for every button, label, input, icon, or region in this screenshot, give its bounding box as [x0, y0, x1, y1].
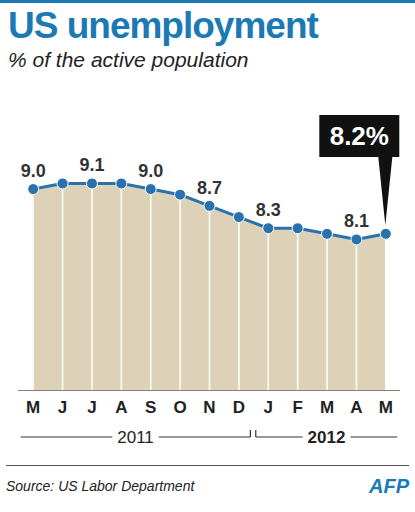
svg-text:2011: 2011 — [117, 428, 154, 447]
svg-text:J: J — [264, 398, 273, 417]
html-text:% of the active population: % of the active population — [8, 48, 249, 71]
svg-text:F: F — [292, 398, 302, 417]
svg-text:2012: 2012 — [308, 428, 346, 447]
svg-text:A: A — [350, 398, 362, 417]
html-text:US unemployment: US unemployment — [8, 5, 318, 46]
svg-text:8.1: 8.1 — [344, 211, 369, 231]
svg-text:O: O — [173, 398, 186, 417]
html-text:AFP: AFP — [369, 474, 409, 497]
svg-text:J: J — [87, 398, 96, 417]
svg-text:M: M — [379, 398, 393, 417]
svg-text:8.7: 8.7 — [197, 178, 222, 198]
svg-text:9.0: 9.0 — [21, 161, 46, 181]
svg-text:8.3: 8.3 — [256, 200, 281, 220]
svg-text:9.0: 9.0 — [138, 161, 163, 181]
svg-text:9.1: 9.1 — [79, 155, 104, 175]
html-text:Source: US Labor Department: Source: US Labor Department — [6, 478, 195, 494]
svg-text:M: M — [26, 398, 40, 417]
svg-text:S: S — [145, 398, 156, 417]
svg-text:8.2%: 8.2% — [330, 121, 389, 151]
svg-text:M: M — [320, 398, 334, 417]
svg-text:N: N — [203, 398, 215, 417]
svg-text:A: A — [115, 398, 127, 417]
svg-text:D: D — [233, 398, 245, 417]
svg-text:J: J — [58, 398, 67, 417]
